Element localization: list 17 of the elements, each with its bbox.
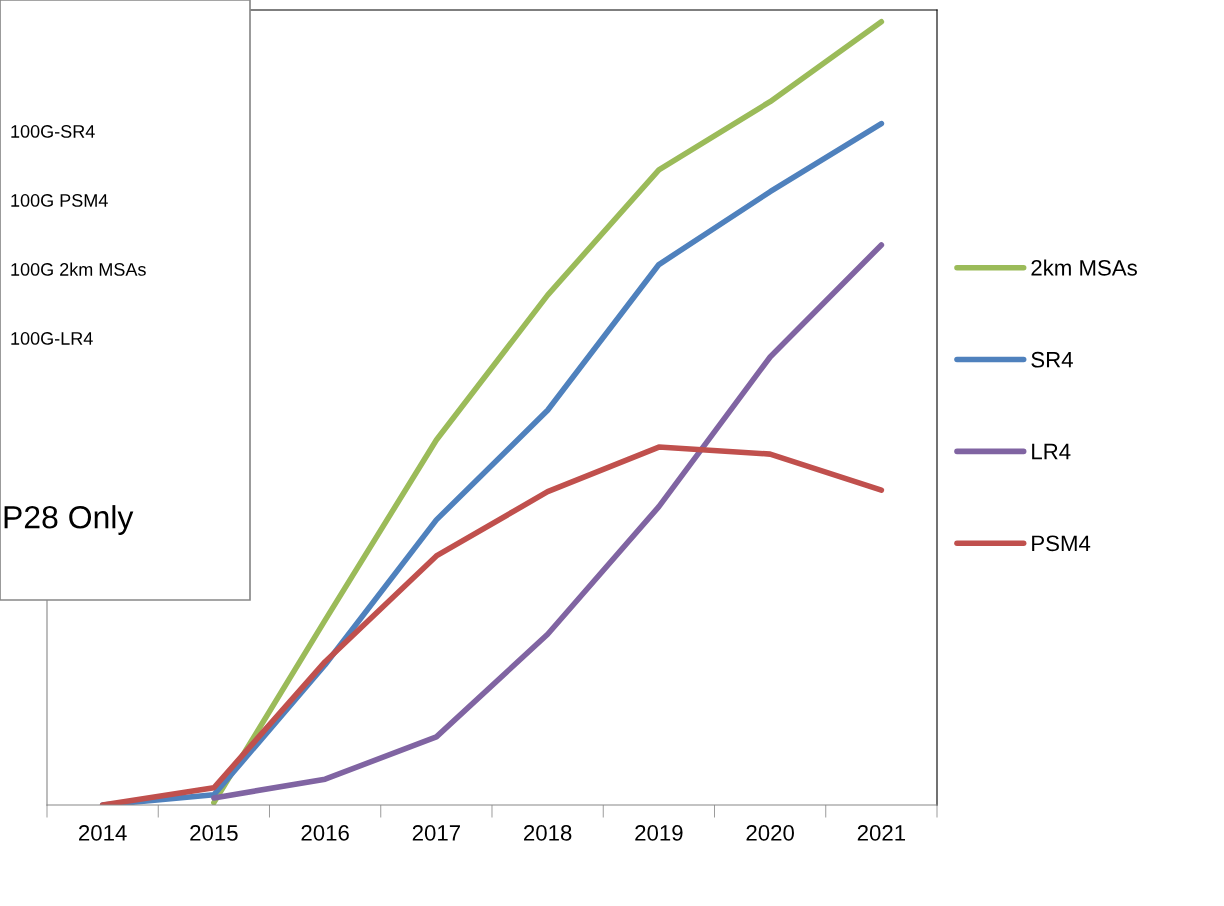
x-tick-label: 2017 xyxy=(412,825,460,841)
x-tick-label: 2018 xyxy=(524,825,572,841)
legend-label: 2km MSAs xyxy=(1031,259,1137,276)
x-tick-label: 2021 xyxy=(857,825,906,841)
legend-label: PSM4 xyxy=(1032,535,1091,552)
x-tick-label: 2020 xyxy=(746,825,794,841)
annotation: 100G 2km MSAs xyxy=(11,262,146,276)
annotation: 100G-SR4 xyxy=(11,125,95,138)
legend-label: SR4 xyxy=(1031,351,1073,368)
annotation: 100G-LR4 xyxy=(11,332,93,345)
legend-label: LR4 xyxy=(1032,443,1071,460)
annotation: 100G PSM4 xyxy=(11,194,108,207)
x-tick-label: 2015 xyxy=(190,825,238,841)
x-tick-label: 2014 xyxy=(79,825,127,841)
annotation: P28 Only xyxy=(4,505,134,535)
x-tick-label: 2016 xyxy=(301,825,349,841)
x-tick-label: 2019 xyxy=(635,825,683,841)
